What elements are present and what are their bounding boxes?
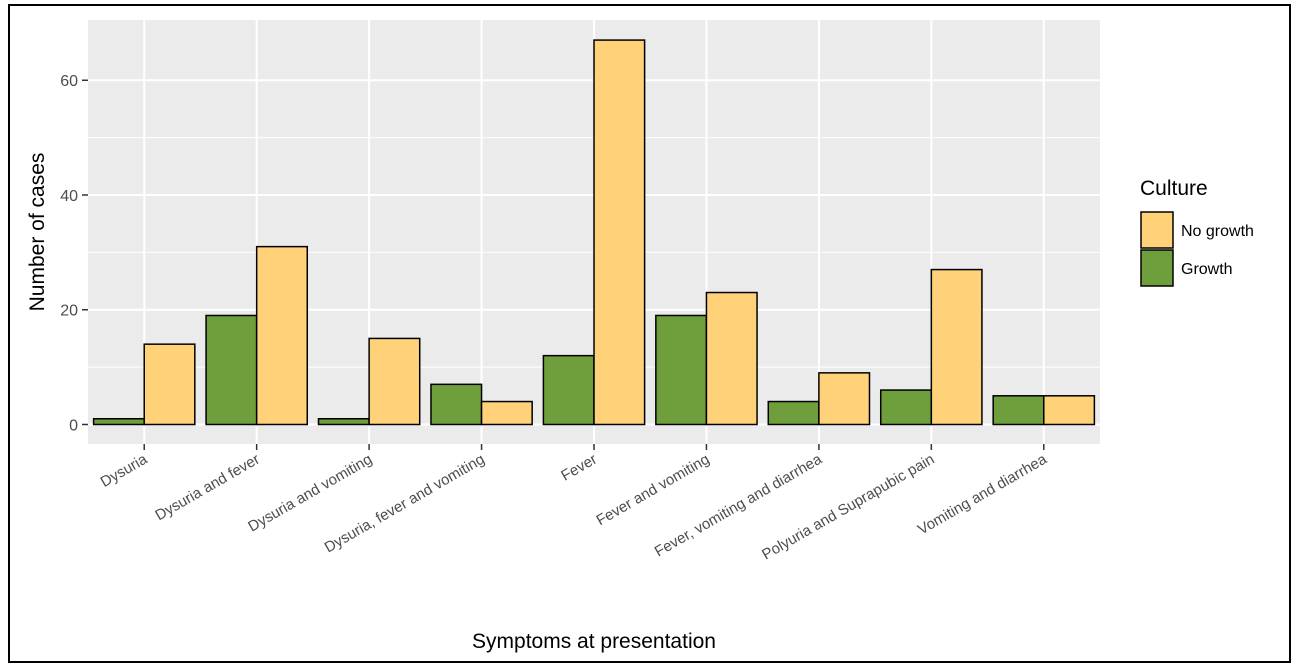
y-tick-label: 0 — [69, 417, 78, 434]
bars — [92, 39, 1096, 426]
bar-growth — [92, 418, 145, 426]
legend-label: Growth — [1181, 261, 1233, 278]
y-axis-ticks: 0 20 40 60 — [60, 73, 88, 434]
bar-growth — [992, 395, 1045, 426]
y-tick-label: 40 — [60, 188, 78, 205]
legend-key-growth — [1140, 249, 1174, 287]
bar-no-growth — [705, 291, 758, 426]
y-tick-label: 20 — [60, 303, 78, 320]
bar-growth — [767, 400, 820, 426]
legend-title: Culture — [1140, 177, 1208, 200]
x-tick-label: Fever — [558, 451, 600, 485]
bar-no-growth — [818, 372, 871, 426]
y-tick-label: 60 — [60, 73, 78, 90]
bar-no-growth — [368, 337, 421, 426]
bar-growth — [655, 314, 708, 426]
y-axis-title: Number of cases — [26, 153, 49, 312]
legend: Culture No growth Growth — [1140, 177, 1254, 287]
bar-growth — [317, 418, 370, 426]
bar-no-growth — [480, 400, 533, 426]
legend-label: No growth — [1181, 223, 1254, 240]
x-axis-title: Symptoms at presentation — [472, 630, 716, 653]
bar-growth — [542, 354, 595, 426]
x-tick-label: Dysuria and fever — [152, 451, 262, 525]
bar-no-growth — [930, 268, 983, 426]
bar-growth — [430, 383, 483, 426]
bar-growth — [879, 389, 933, 426]
bar-no-growth — [593, 39, 646, 426]
x-tick-label: Dysuria — [98, 450, 151, 490]
bar-no-growth — [1043, 395, 1096, 426]
x-tick-label: Fever and vomiting — [593, 451, 712, 530]
bar-no-growth — [255, 245, 309, 426]
bar-growth — [205, 314, 258, 426]
bar-no-growth — [143, 343, 196, 426]
legend-key-no-growth — [1140, 211, 1174, 249]
